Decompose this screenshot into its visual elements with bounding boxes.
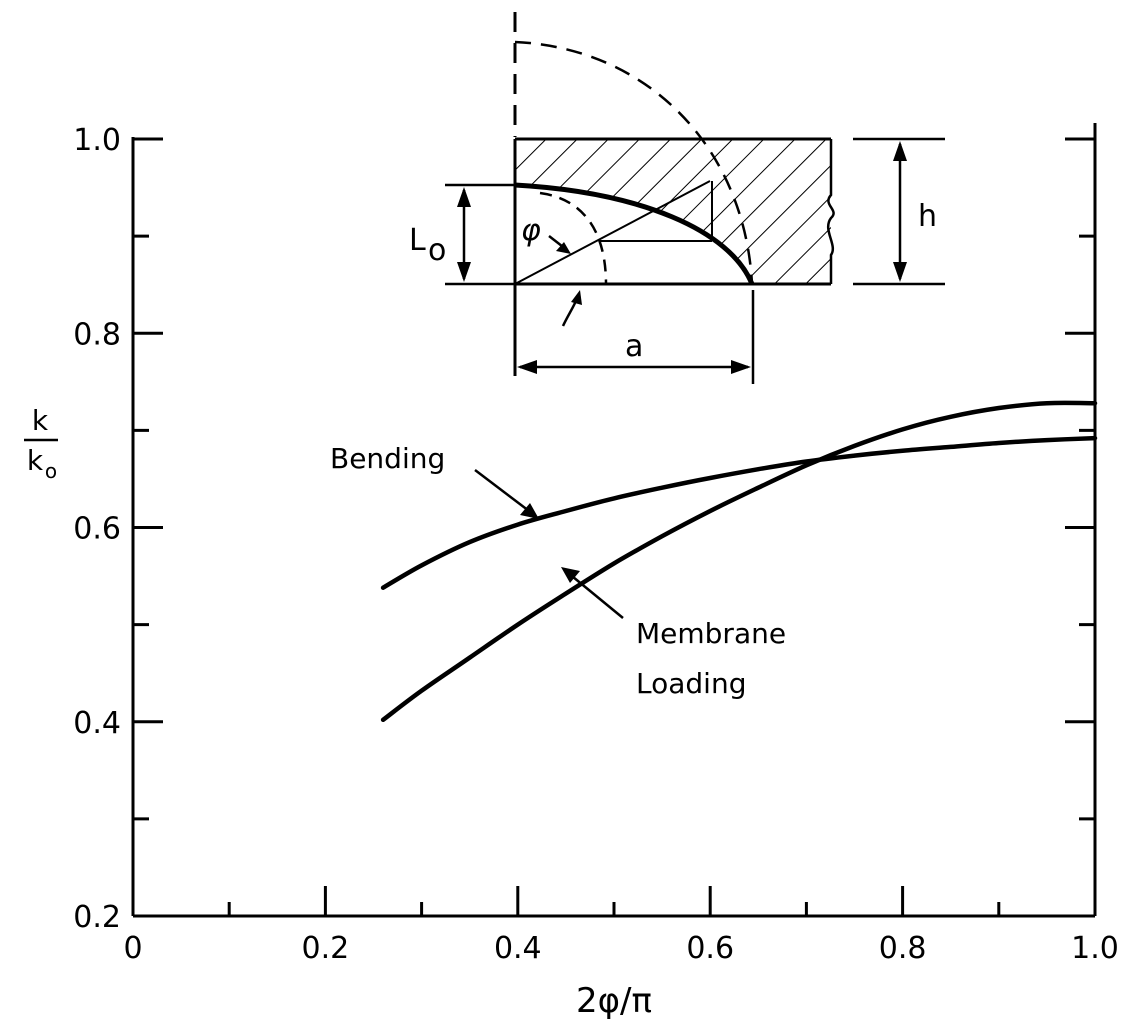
y-label-denominator-subscript: o [45,459,57,483]
x-tick-label: 0.2 [302,931,350,966]
x-axis-label: 2φ/π [576,981,652,1021]
lo-arrow-up [457,187,471,207]
lo-label-subscript: o [428,233,446,268]
y-label-numerator: k [32,404,49,437]
x-tick-label: 0 [123,931,142,966]
membrane-arrow-line [566,571,624,619]
a-arrow-right [731,360,751,374]
tick-labels: 0 0.2 0.4 0.6 0.8 1.00.20.40.60.81.0 [73,123,1119,966]
membrane-arrowhead [561,567,580,583]
bending-annotation-text: Bending [330,442,445,475]
bending-arrowhead [520,503,539,519]
phi-label: φ [521,213,541,248]
phi-arc [539,191,608,285]
a-arrow-left [517,360,537,374]
membrane-annotation-text-1: Membrane [636,617,786,650]
h-arrow-up [893,141,907,161]
lo-arrow-down [457,262,471,282]
lo-label: L [409,223,426,258]
crack-geometry-inset: L o φ h a [409,12,945,384]
phi-pointer-arrowhead [556,242,571,254]
construction-line-diagonal [514,180,711,285]
bending-arrow-line [474,469,534,515]
phi-bottom-arrowhead [571,290,582,305]
membrane-annotation-text-2: Loading [636,667,746,700]
membrane-loading-curve [380,400,1098,723]
axis-ticks [133,137,1095,916]
plate-break-edge [826,139,835,284]
y-tick-label: 0.4 [73,706,121,741]
y-tick-label: 0.6 [73,512,121,547]
x-tick-label: 1.0 [1071,931,1119,966]
auxiliary-circle [514,40,754,285]
x-tick-label: 0.6 [686,931,734,966]
h-arrow-down [893,262,907,282]
a-label: a [625,329,643,364]
y-tick-label: 1.0 [73,123,121,158]
bending-curve [380,435,1098,590]
plate-hatching [515,139,831,284]
y-label-denominator: k [27,444,44,477]
membrane-annotation: Membrane Loading [561,567,786,700]
x-tick-label: 0.4 [494,931,542,966]
bending-annotation: Bending [330,442,539,519]
h-label: h [918,199,937,234]
crack-front [514,182,755,285]
x-tick-label: 0.8 [879,931,927,966]
y-axis-label: k k o [24,404,58,483]
y-tick-label: 0.2 [73,900,121,935]
y-tick-label: 0.8 [73,317,121,352]
